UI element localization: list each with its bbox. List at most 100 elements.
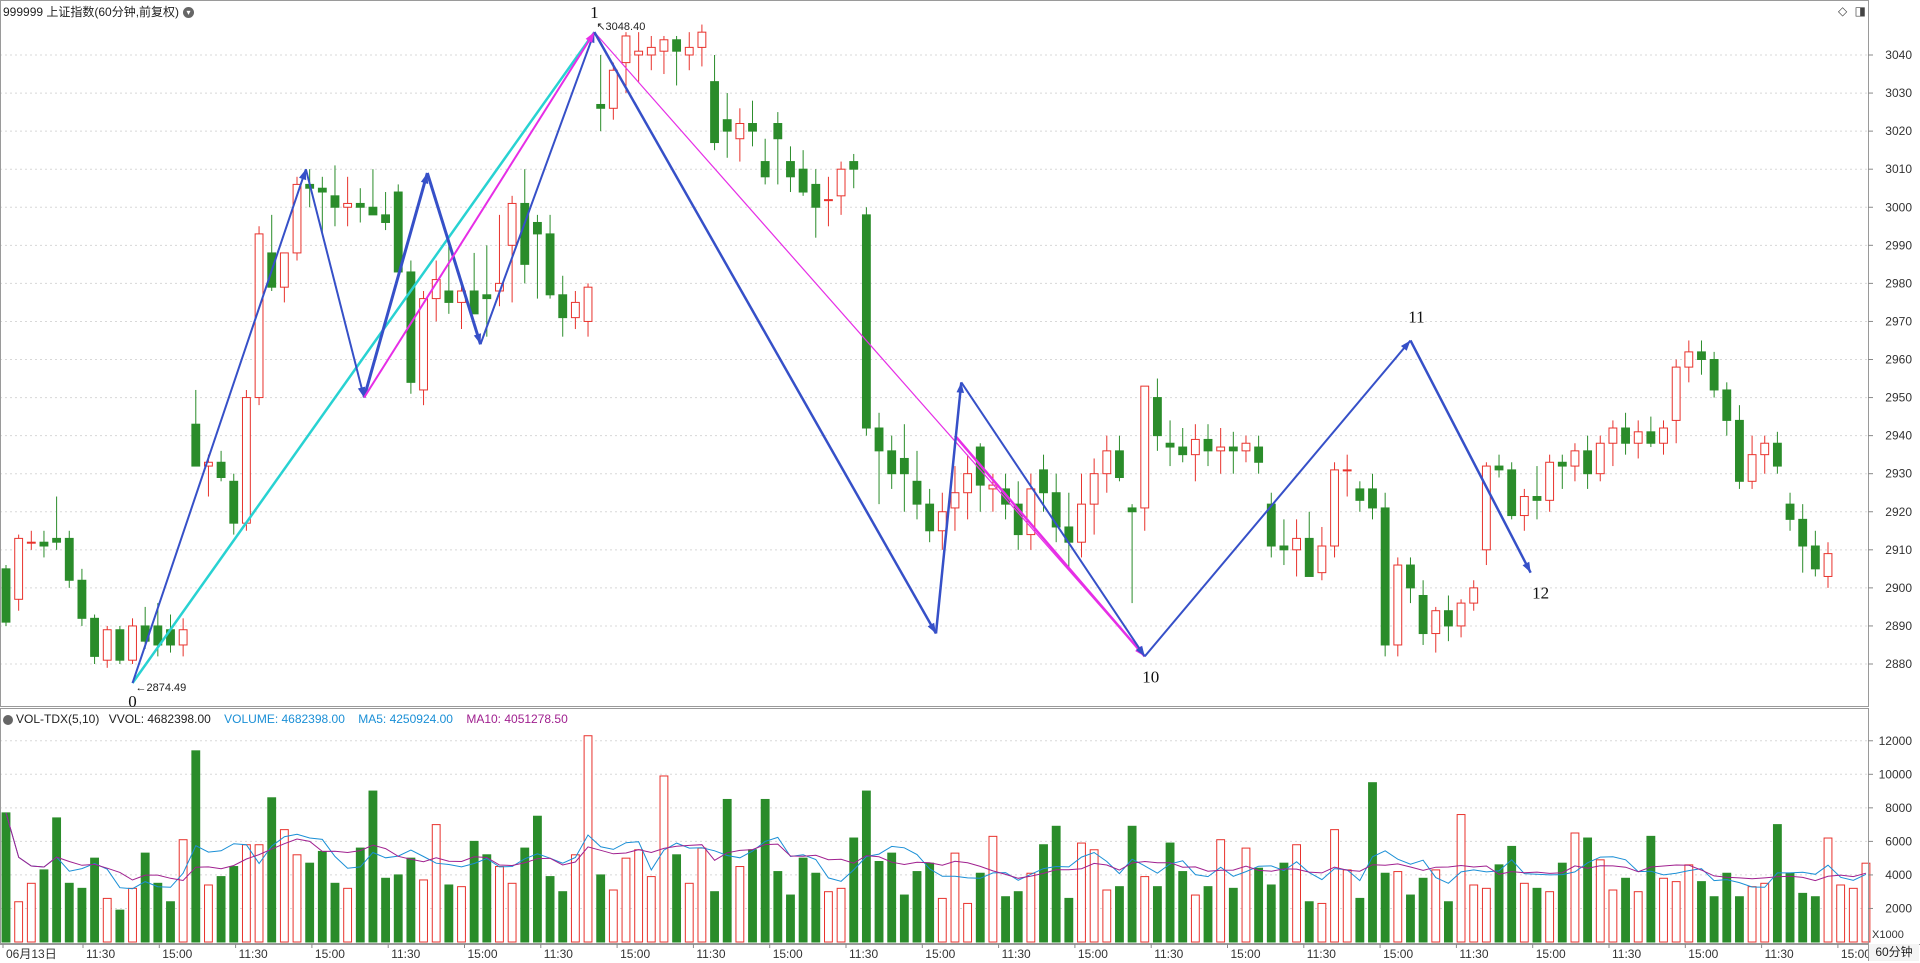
price-tick-label: 3010 (1885, 162, 1912, 176)
candle-body (241, 397, 251, 524)
volume-bar (1570, 832, 1580, 943)
candle-body (634, 50, 644, 56)
candle-body (988, 484, 998, 490)
volume-bar (950, 852, 960, 943)
candle-body (444, 290, 454, 303)
candle-body (1026, 488, 1036, 536)
wave-label-12: 12 (1532, 584, 1549, 603)
candle-body (1013, 503, 1023, 536)
volume-title-bar: VOL-TDX(5,10) VVOL: 4682398.00 VOLUME: 4… (3, 712, 568, 726)
volume-bar (330, 882, 340, 943)
diamond-icon[interactable]: ◇ (1838, 4, 1848, 18)
candle-body (1431, 610, 1441, 635)
volume-bar (52, 817, 62, 943)
candle-body (1317, 545, 1327, 574)
candle-body (1608, 427, 1618, 444)
dropdown-icon[interactable]: ▾ (183, 7, 195, 19)
candle-body (1330, 469, 1339, 547)
candle-body (1798, 518, 1808, 547)
candle-body (583, 286, 593, 322)
price-tick-label: 2890 (1885, 619, 1912, 633)
volume-bar (1064, 897, 1074, 943)
candle-body (1659, 427, 1668, 444)
time-tick-label: 15:00 (1383, 947, 1413, 961)
wave-up-2-arrowhead (420, 172, 429, 184)
candle-body (1570, 450, 1580, 467)
volume-bar (1519, 882, 1529, 943)
volume-bar (431, 824, 441, 943)
volume-bar (26, 882, 36, 943)
volume-bar (1368, 782, 1377, 943)
volume-bar (254, 844, 264, 943)
candle-body (760, 161, 770, 178)
volume-bar (1406, 894, 1415, 943)
candle-body (317, 187, 327, 193)
candle-body (1735, 419, 1744, 482)
volume-bar (178, 839, 188, 943)
price-tick-label: 2970 (1885, 314, 1912, 328)
volume-bar (1051, 825, 1061, 943)
time-tick-label: 11:30 (1154, 947, 1183, 961)
ma5-value: MA5: 4250924.00 (358, 712, 453, 726)
candle-body (786, 161, 795, 178)
candle-body (545, 233, 555, 296)
price-tick-label: 3020 (1885, 124, 1912, 138)
volume-tick-label: 10000 (1879, 767, 1913, 781)
wave-down-1 (304, 168, 366, 398)
volume-bar (849, 837, 859, 943)
volume-bar (608, 889, 618, 943)
wave-0-up (131, 168, 307, 684)
candle-body (558, 294, 568, 319)
volume-bar (292, 854, 302, 943)
candle-body (1368, 488, 1377, 509)
volume-bar (1216, 839, 1226, 943)
candle-body (1089, 473, 1099, 505)
candle-body (1772, 442, 1782, 467)
wave-label-11: 11 (1408, 307, 1424, 326)
candle-body (14, 537, 24, 600)
volume-bar (495, 866, 504, 943)
volume-bar (166, 901, 175, 943)
candle-body (216, 461, 226, 478)
volume-bar (1507, 845, 1517, 943)
candle-body (697, 31, 707, 48)
panel-toggle-icon[interactable]: ◨ (1854, 4, 1866, 18)
volume-bar (1621, 877, 1630, 943)
volume-bar (925, 862, 935, 943)
candle-body (368, 206, 378, 216)
volume-bar (1836, 884, 1846, 943)
volume-bar (697, 847, 707, 943)
candle-body (1621, 427, 1630, 444)
time-tick-label: 11:30 (696, 947, 725, 961)
price-grid (0, 54, 1868, 665)
volume-bar (1671, 881, 1681, 943)
volume-bar (887, 852, 897, 943)
candle-body (1494, 465, 1504, 471)
candle-body (659, 39, 669, 52)
candle-body (1039, 469, 1048, 494)
time-tick-label: 15:00 (1231, 947, 1261, 961)
volume-bar (621, 857, 631, 943)
wave-label-1: 1 (590, 3, 599, 22)
volume-dropdown-icon[interactable] (3, 714, 13, 725)
candle-body (1671, 366, 1681, 421)
volume-value: VOLUME: 4682398.00 (224, 712, 345, 726)
candle-body (773, 123, 783, 140)
candle-body (1519, 496, 1529, 517)
candle-body (229, 480, 239, 524)
volume-bar (545, 876, 555, 943)
candle-body (861, 214, 871, 429)
volume-bar (1481, 887, 1491, 943)
volume-bar (937, 897, 947, 943)
wave-down-main-arrowhead (927, 622, 936, 634)
volume-bar (115, 909, 125, 943)
time-tick-label: 11:30 (86, 947, 115, 961)
wave-label-10: 10 (1142, 667, 1159, 686)
candle-body (899, 457, 909, 475)
volume-bar (1152, 886, 1162, 943)
period-button[interactable]: 60分钟 (1868, 944, 1919, 961)
candle-body (672, 39, 682, 52)
volume-bar (1317, 902, 1327, 943)
volume-bar (343, 887, 353, 943)
